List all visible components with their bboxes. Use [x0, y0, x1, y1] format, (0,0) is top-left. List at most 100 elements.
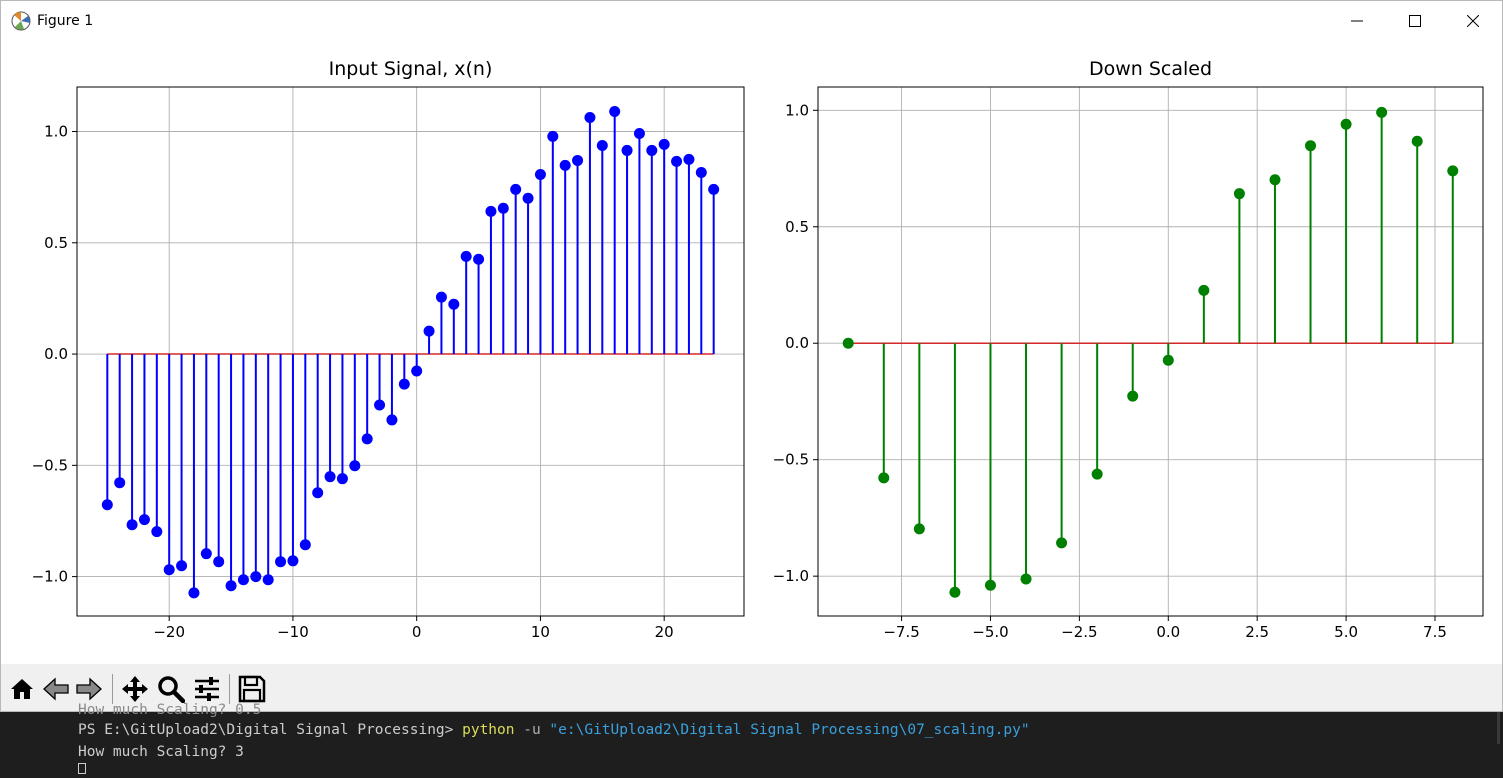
stem-marker	[213, 556, 225, 568]
stem-marker	[949, 586, 961, 598]
window-title: Figure 1	[37, 13, 94, 29]
stem-marker	[361, 433, 373, 445]
y-tick-label: −1.0	[32, 568, 68, 586]
stem-marker	[658, 138, 670, 150]
configure-subplots-button[interactable]	[192, 674, 222, 704]
stem-marker	[200, 548, 212, 560]
stem-marker	[1305, 140, 1317, 152]
home-button[interactable]	[7, 674, 37, 704]
home-icon	[11, 679, 33, 699]
x-tick-label: 5.0	[1334, 623, 1358, 641]
stem-marker	[299, 539, 311, 551]
stem-marker	[1269, 174, 1281, 186]
stem-marker	[584, 111, 596, 123]
x-tick-label: 2.5	[1245, 623, 1269, 641]
floppy-disk-icon	[238, 675, 266, 703]
y-tick-label: 1.0	[44, 123, 68, 141]
terminal-scrollbar[interactable]	[1497, 712, 1500, 744]
stem-marker	[386, 414, 398, 426]
terminal-prompt: PS E:\GitUpload2\Digital Signal Processi…	[78, 722, 463, 738]
navigation-toolbar	[1, 664, 1502, 711]
stem-marker	[913, 523, 925, 535]
pan-button[interactable]	[120, 674, 150, 704]
title-bar[interactable]: Figure 1	[1, 1, 1502, 41]
stem-marker	[559, 159, 571, 171]
x-tick-label: 7.5	[1423, 623, 1447, 641]
stem-marker	[237, 574, 249, 586]
y-tick-label: −0.5	[773, 451, 809, 469]
stem-marker	[683, 153, 695, 165]
stem-marker	[188, 587, 200, 599]
x-tick-label: −20	[153, 623, 185, 641]
stem-marker	[423, 325, 435, 337]
x-tick-label: −5.0	[972, 623, 1008, 641]
stem-marker	[522, 192, 534, 204]
matplotlib-figure-icon	[11, 11, 31, 31]
y-tick-label: 1.0	[785, 101, 809, 119]
terminal-flag: -u	[514, 722, 550, 738]
stem-marker	[1056, 537, 1068, 549]
stem-marker	[460, 250, 472, 262]
stem-marker	[411, 365, 423, 377]
plot-down-scaled: −7.5 −5.0 −2.5 0.0 2.5 5.0 7.5 −1.0 −0.5 0.0 0.5 1.…	[773, 58, 1484, 641]
terminal-command: python	[462, 722, 515, 738]
stem-marker	[572, 154, 584, 166]
minimize-button[interactable]	[1328, 1, 1386, 41]
back-button[interactable]	[41, 674, 71, 704]
stem-marker	[695, 166, 707, 178]
stem-marker	[287, 555, 299, 567]
stem-marker	[336, 473, 348, 485]
axes-frame	[817, 86, 1484, 617]
stem-marker	[324, 471, 336, 483]
x-tick-label: 10	[531, 623, 550, 641]
chart-title: Down Scaled	[1089, 58, 1212, 80]
stem-marker	[225, 580, 237, 592]
stem-marker	[151, 526, 163, 538]
close-button[interactable]	[1444, 1, 1502, 41]
terminal-question-line: How much Scaling? 3	[78, 744, 244, 760]
stem-marker	[633, 128, 645, 140]
stem-marker	[374, 399, 386, 411]
stem-marker	[1198, 284, 1210, 296]
y-tick-label: 0.0	[44, 345, 68, 363]
stem-marker	[1376, 106, 1388, 118]
move-icon	[122, 676, 148, 702]
stem-marker	[101, 499, 113, 511]
stem-marker	[250, 571, 262, 583]
stem-marker	[609, 105, 621, 117]
terminal-command-line: PS E:\GitUpload2\Digital Signal Processi…	[78, 722, 1030, 738]
stem-marker	[138, 514, 150, 526]
sliders-icon	[195, 677, 219, 701]
figure-canvas: −20 −10 0 10 20 −1.0 −0.5 0.0 0.5 1.0 Input Signal…	[1, 41, 1502, 665]
terminal-partial-line: How much Scaling? 0.5	[78, 702, 262, 718]
stem-marker	[1340, 118, 1352, 130]
x-tick-label: 20	[655, 623, 674, 641]
x-tick-label: −10	[277, 623, 309, 641]
toolbar-separator	[229, 674, 230, 704]
stem-marker	[176, 560, 188, 572]
arrow-right-icon	[76, 677, 102, 701]
x-tick-label: 0	[412, 623, 422, 641]
stem-marker	[708, 183, 720, 195]
save-button[interactable]	[237, 674, 267, 704]
chart-title: Input Signal, x(n)	[329, 58, 493, 80]
forward-button[interactable]	[74, 674, 104, 704]
axes-frame	[76, 86, 745, 617]
stem-marker	[312, 487, 324, 499]
stem-marker	[1127, 390, 1139, 402]
y-tick-label: 0.0	[785, 334, 809, 352]
stem-marker	[547, 130, 559, 142]
arrow-left-icon	[43, 677, 69, 701]
zoom-button[interactable]	[156, 674, 186, 704]
x-tick-label: −7.5	[883, 623, 919, 641]
stem-marker	[497, 202, 509, 214]
stem-marker	[671, 155, 683, 167]
stem-marker	[1020, 573, 1032, 585]
stem-marker	[1447, 165, 1459, 177]
maximize-button[interactable]	[1386, 1, 1444, 41]
y-tick-label: −0.5	[32, 456, 68, 474]
stem-marker	[262, 574, 274, 586]
stem-marker	[510, 183, 522, 195]
stem-marker	[163, 564, 175, 576]
terminal-panel[interactable]: How much Scaling? 0.5 PS E:\GitUpload2\D…	[0, 702, 1503, 774]
